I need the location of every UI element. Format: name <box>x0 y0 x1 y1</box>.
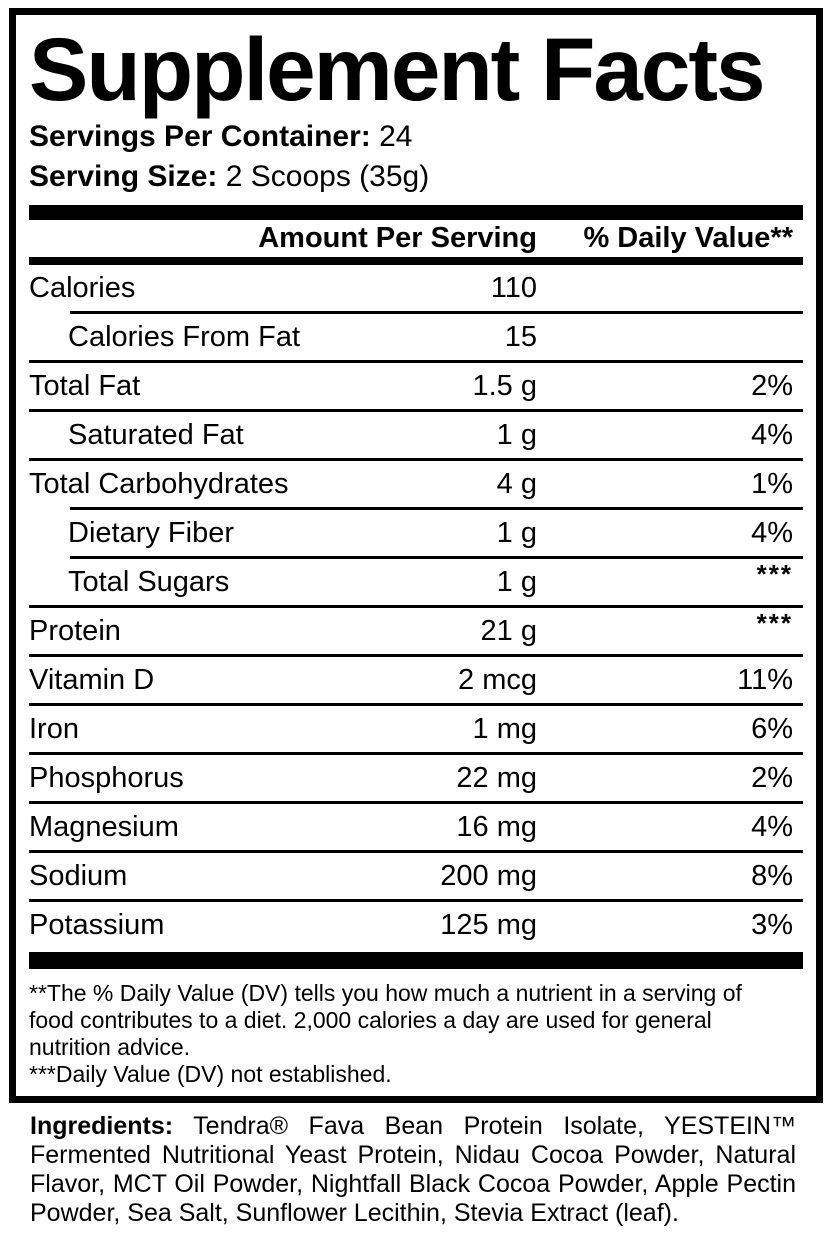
nutrient-daily-value: *** <box>537 559 803 599</box>
table-row: Calories 110 <box>29 265 803 311</box>
servings-per-container-value: 24 <box>379 120 413 153</box>
table-row: Potassium 125 mg 3% <box>29 902 803 948</box>
nutrient-amount: 21 g <box>480 614 537 647</box>
supplement-facts-panel: Supplement Facts Servings Per Container:… <box>9 8 823 1103</box>
ingredients-paragraph: Ingredients: Tendra® Fava Bean Protein I… <box>30 1112 796 1228</box>
nutrient-amount: 125 mg <box>440 908 537 941</box>
footnotes: **The % Daily Value (DV) tells you how m… <box>29 980 803 1088</box>
not-established-stars: *** <box>756 607 793 638</box>
serving-info: Servings Per Container: 24 Serving Size:… <box>29 117 803 197</box>
nutrient-daily-value: 6% <box>751 712 793 745</box>
nutrient-name: Dietary Fiber <box>68 516 234 549</box>
footnote-line: ***Daily Value (DV) not established. <box>29 1061 392 1087</box>
footnote-line: nutrition advice. <box>29 1034 191 1060</box>
row-separator <box>70 507 803 510</box>
row-separator <box>29 654 803 657</box>
nutrient-name: Total Fat <box>29 369 141 402</box>
table-header-row: Amount Per Serving % Daily Value** <box>29 220 803 265</box>
nutrient-name: Calories <box>29 271 136 304</box>
nutrient-daily-value: 2% <box>751 761 793 794</box>
table-row: Iron 1 mg 6% <box>29 706 803 752</box>
nutrient-amount: 4 g <box>496 467 537 500</box>
serving-size: Serving Size: 2 Scoops (35g) <box>29 157 803 197</box>
nutrient-amount: 16 mg <box>456 810 537 843</box>
nutrient-amount: 1 mg <box>472 712 537 745</box>
nutrient-table: Calories 110 Calories From Fat 15 Total Fat 1… <box>29 265 803 948</box>
nutrient-amount: 15 <box>504 320 537 353</box>
nutrient-name: Protein <box>29 614 121 647</box>
daily-value-header: % Daily Value** <box>583 222 793 254</box>
row-separator <box>29 899 803 902</box>
nutrient-amount: 1 g <box>496 418 537 451</box>
row-separator <box>29 458 803 461</box>
table-row: Phosphorus 22 mg 2% <box>29 755 803 801</box>
nutrient-daily-value: 2% <box>751 369 793 402</box>
row-separator <box>29 801 803 804</box>
table-row: Total Fat 1.5 g 2% <box>29 363 803 409</box>
nutrient-name: Potassium <box>29 908 165 941</box>
servings-per-container: Servings Per Container: 24 <box>29 117 803 157</box>
nutrient-daily-value: 8% <box>751 859 793 892</box>
table-row: Protein 21 g *** <box>29 608 803 654</box>
serving-size-value: 2 Scoops (35g) <box>225 160 430 193</box>
nutrient-amount: 1 g <box>496 565 537 598</box>
row-separator <box>29 409 803 412</box>
nutrient-daily-value: 1% <box>751 467 793 500</box>
table-row: Total Carbohydrates 4 g 1% <box>29 461 803 507</box>
nutrient-daily-value: 3% <box>751 908 793 941</box>
table-row: Vitamin D 2 mcg 11% <box>29 657 803 703</box>
nutrient-amount: 200 mg <box>440 859 537 892</box>
nutrient-daily-value: *** <box>537 608 803 648</box>
nutrient-name: Sodium <box>29 859 128 892</box>
nutrient-daily-value: 4% <box>751 418 793 451</box>
table-row: Saturated Fat 1 g 4% <box>29 412 803 458</box>
nutrient-amount: 110 <box>490 271 537 304</box>
row-separator <box>70 311 803 314</box>
panel-content: Supplement Facts Servings Per Container:… <box>16 15 816 1096</box>
nutrient-name: Vitamin D <box>29 663 155 696</box>
divider-bar-top <box>29 205 803 220</box>
nutrient-amount: 1 g <box>496 516 537 549</box>
servings-per-container-label: Servings Per Container: <box>29 120 371 153</box>
nutrient-name: Calories From Fat <box>68 320 301 353</box>
nutrient-name: Iron <box>29 712 79 745</box>
nutrient-daily-value: 4% <box>751 810 793 843</box>
amount-per-serving-header: Amount Per Serving <box>258 222 537 254</box>
serving-size-label: Serving Size: <box>29 160 218 193</box>
row-separator <box>29 360 803 363</box>
row-separator <box>70 556 803 559</box>
table-row: Dietary Fiber 1 g 4% <box>29 510 803 556</box>
row-separator <box>29 703 803 706</box>
table-row: Magnesium 16 mg 4% <box>29 804 803 850</box>
ingredients-label: Ingredients: <box>30 1112 174 1140</box>
nutrient-amount: 2 mcg <box>458 663 537 696</box>
nutrient-name: Phosphorus <box>29 761 184 794</box>
nutrient-name: Saturated Fat <box>68 418 244 451</box>
table-row: Sodium 200 mg 8% <box>29 853 803 899</box>
nutrient-amount: 1.5 g <box>472 369 538 402</box>
table-row: Calories From Fat 15 <box>29 314 803 360</box>
nutrient-amount: 22 mg <box>456 761 537 794</box>
footnote-line: **The % Daily Value (DV) tells you how m… <box>29 980 742 1006</box>
table-row: Total Sugars 1 g *** <box>29 559 803 605</box>
nutrient-name: Total Sugars <box>68 565 230 598</box>
nutrient-name: Magnesium <box>29 810 179 843</box>
footnote-line: food contributes to a diet. 2,000 calori… <box>29 1007 712 1033</box>
row-separator <box>29 850 803 853</box>
divider-bar-bottom <box>29 952 803 969</box>
nutrient-name: Total Carbohydrates <box>29 467 289 500</box>
row-separator <box>29 605 803 608</box>
row-separator <box>29 752 803 755</box>
nutrient-daily-value: 11% <box>737 663 793 696</box>
panel-title: Supplement Facts <box>29 19 766 119</box>
ingredients-text: Tendra® Fava Bean Protein Isolate, YESTE… <box>30 1112 796 1227</box>
nutrient-daily-value: 4% <box>751 516 793 549</box>
not-established-stars: *** <box>756 558 793 589</box>
